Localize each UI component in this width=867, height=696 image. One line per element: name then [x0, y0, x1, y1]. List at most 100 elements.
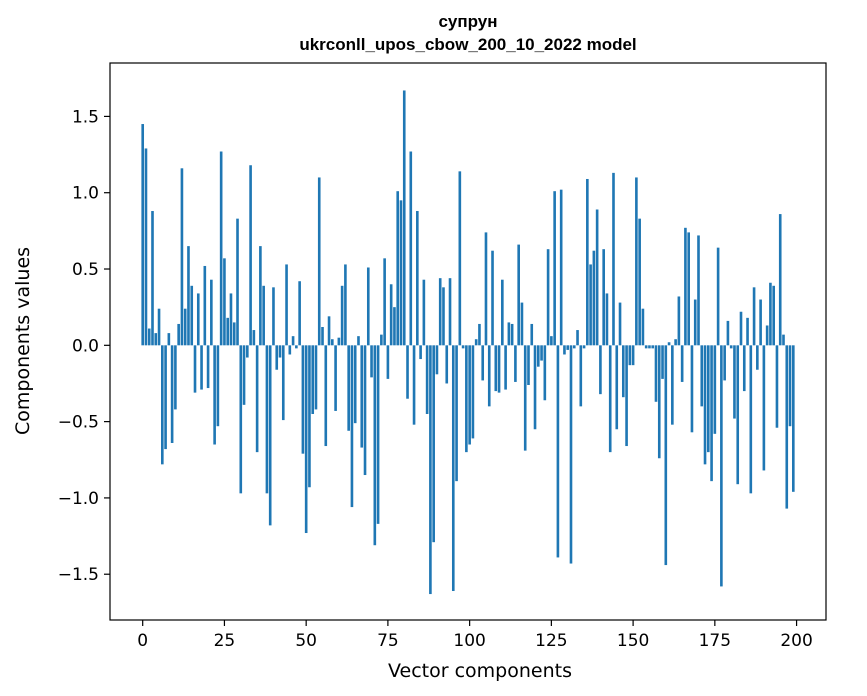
y-tick-label: 0.5	[72, 260, 99, 280]
bar-178	[723, 345, 726, 381]
bar-23	[216, 345, 220, 427]
bar-127	[556, 345, 560, 558]
bar-83	[412, 345, 416, 425]
bar-152	[638, 218, 641, 346]
bar-115	[517, 244, 520, 346]
bar-28	[232, 322, 236, 346]
bar-38	[265, 345, 269, 494]
bar-121	[536, 345, 540, 367]
bar-36	[259, 246, 262, 346]
bar-124	[546, 249, 550, 346]
bar-53	[314, 345, 318, 410]
x-tick-label: 75	[377, 631, 399, 651]
x-tick-label: 175	[699, 631, 731, 651]
bar-98	[461, 345, 465, 349]
bar-109	[497, 345, 501, 393]
bar-63	[347, 345, 350, 431]
bar-82	[409, 151, 413, 346]
bar-47	[295, 345, 298, 349]
bar-197	[785, 345, 789, 509]
bar-183	[739, 311, 743, 346]
bar-15	[190, 285, 194, 346]
bar-174	[710, 345, 713, 482]
chart-title-word: супрун	[438, 12, 498, 31]
bar-77	[393, 307, 396, 346]
bar-158	[657, 345, 661, 459]
bar-87	[425, 345, 429, 414]
bar-99	[465, 345, 468, 453]
bar-161	[667, 342, 671, 346]
bar-123	[543, 345, 547, 401]
bar-22	[213, 345, 216, 445]
bar-116	[520, 302, 524, 346]
bar-84	[416, 211, 419, 346]
bar-130	[566, 345, 570, 350]
bar-139	[595, 209, 599, 346]
bar-9	[170, 345, 174, 443]
bar-16	[193, 345, 197, 393]
bar-93	[445, 345, 449, 384]
bar-66	[357, 336, 360, 346]
bar-51	[308, 345, 311, 488]
bar-32	[246, 345, 249, 358]
bar-74	[383, 258, 386, 346]
y-axis-ticks: −1.5 −1.0 −0.5 0.0 0.5 1.0 1.5	[58, 107, 110, 585]
bar-35	[255, 345, 259, 453]
bar-151	[635, 177, 638, 346]
bar-177	[720, 345, 723, 587]
bar-7	[164, 345, 167, 450]
x-tick-label: 50	[295, 631, 317, 651]
bar-105	[484, 232, 488, 346]
bar-189	[759, 299, 762, 346]
bar-165	[680, 345, 684, 382]
bar-85	[419, 345, 422, 360]
bar-141	[602, 249, 605, 346]
bar-104	[481, 345, 485, 381]
bar-24	[219, 151, 223, 346]
bar-162	[671, 345, 674, 425]
bar-160	[664, 345, 668, 566]
bar-79	[399, 200, 403, 346]
bar-19	[203, 265, 207, 346]
y-tick-label: −1.0	[58, 489, 99, 509]
bar-108	[494, 345, 498, 392]
bar-70	[370, 345, 373, 378]
bar-137	[589, 264, 592, 346]
bar-110	[501, 279, 504, 346]
bar-132	[572, 345, 576, 349]
bar-46	[291, 336, 295, 346]
bar-190	[762, 345, 766, 471]
y-tick-label: −1.5	[58, 565, 99, 585]
bar-100	[468, 345, 471, 445]
bar-58	[331, 339, 334, 346]
bar-86	[422, 279, 426, 346]
bar-0	[141, 124, 145, 346]
bar-40	[272, 287, 275, 346]
bar-194	[775, 345, 779, 428]
bar-129	[563, 345, 566, 355]
bar-97	[458, 171, 462, 346]
bar-94	[448, 278, 452, 346]
x-tick-label: 100	[453, 631, 485, 651]
bar-113	[510, 323, 514, 346]
bar-187	[752, 287, 756, 346]
bar-5	[157, 308, 161, 346]
bar-42	[278, 345, 282, 358]
bar-27	[229, 293, 233, 346]
bar-54	[317, 177, 321, 346]
y-tick-label: −0.5	[58, 413, 99, 433]
bar-10	[174, 345, 177, 410]
bar-146	[618, 302, 622, 346]
bar-170	[697, 235, 700, 346]
bar-149	[628, 345, 632, 366]
bar-148	[625, 345, 628, 447]
bar-179	[726, 320, 730, 346]
bar-12	[180, 168, 184, 346]
bar-18	[200, 345, 203, 390]
bar-131	[569, 345, 573, 564]
bar-76	[389, 284, 393, 346]
bar-13	[183, 308, 187, 346]
bar-56	[324, 345, 328, 447]
bar-166	[684, 227, 687, 346]
bar-50	[304, 345, 308, 534]
